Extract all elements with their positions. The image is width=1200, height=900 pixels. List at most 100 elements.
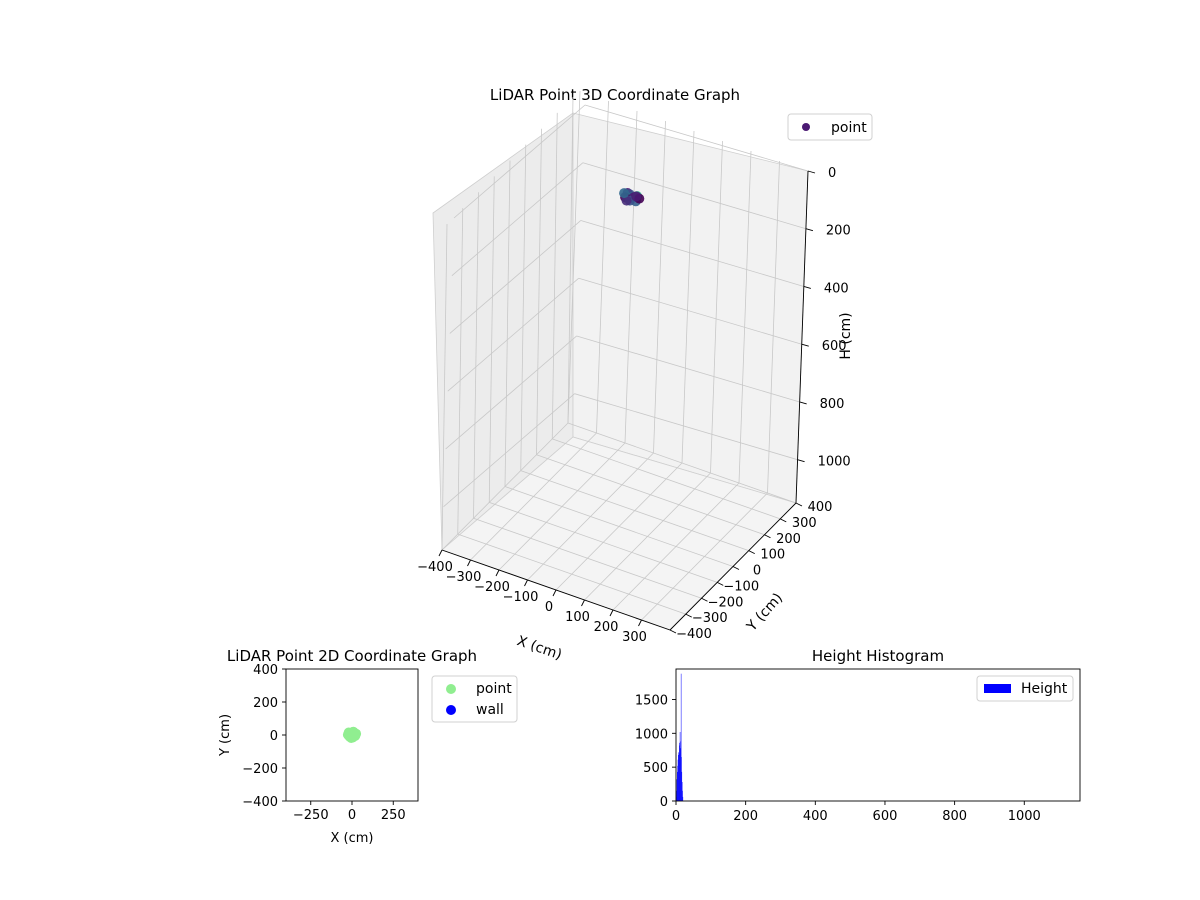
- grid-line-y: [552, 438, 781, 520]
- grid-line-y-left: [441, 223, 448, 551]
- pane-back: [572, 112, 809, 504]
- y-tick-label-3d: 300: [792, 516, 817, 531]
- y-tick-label-2d: 400: [253, 663, 278, 678]
- x-tick-3d: [552, 589, 557, 597]
- histogram-bar: [681, 782, 683, 801]
- y-tick-label-2d: −400: [242, 795, 278, 810]
- y-tick-label-histogram: 0: [660, 795, 668, 810]
- grid-line-x-back: [567, 90, 581, 424]
- chart-2d-title: LiDAR Point 2D Coordinate Graph: [227, 647, 477, 665]
- x-tick-3d: [638, 619, 642, 627]
- z-tick-label-3d: 600: [822, 339, 847, 354]
- grid-line-x-back: [596, 100, 609, 434]
- x-tick-3d: [495, 569, 500, 577]
- grid-line-x-back: [624, 110, 638, 444]
- histogram-bar: [681, 771, 683, 801]
- z-tick-3d: [805, 228, 814, 232]
- z-tick-3d: [807, 170, 816, 174]
- x-tick-label-histogram: 200: [733, 809, 758, 824]
- z-tick-label-3d: 0: [828, 166, 836, 181]
- x-tick-label-histogram: 1000: [1008, 809, 1041, 824]
- y-tick-3d: [795, 502, 803, 507]
- grid-line-y-left: [567, 96, 574, 424]
- chart-2d: LiDAR Point 2D Coordinate Graph −250 0 250…: [218, 647, 518, 846]
- legend-3d-label-point: point: [831, 120, 867, 136]
- z-tick-3d: [803, 286, 811, 289]
- x-tick-label-histogram: 600: [873, 809, 898, 824]
- histogram-frame: [675, 668, 1081, 802]
- y-tick-label-3d: 200: [776, 532, 801, 547]
- grid-line-z-left: [445, 335, 577, 450]
- grid-line-y-left: [551, 112, 558, 439]
- grid-line-z-back: [578, 277, 802, 345]
- y-tick-3d: [780, 518, 787, 523]
- x-tick-3d: [581, 599, 585, 607]
- histogram-bar: [678, 753, 680, 801]
- histogram-bar: [679, 745, 680, 801]
- y-tick-label-3d: −400: [676, 627, 712, 642]
- legend-histogram-label: Height: [1021, 681, 1068, 697]
- x-tick-3d: [609, 609, 614, 617]
- grid-line-x-back: [653, 120, 666, 454]
- histogram-bar: [680, 741, 681, 801]
- legend-2d-label-point: point: [476, 681, 512, 697]
- legend-3d: point: [787, 113, 873, 141]
- points-2d: [342, 726, 362, 743]
- chart-histogram: Height Histogram 0 200 400 600 800 1000 0 500 10…: [635, 647, 1081, 824]
- x-tick-label-histogram: 0: [672, 809, 680, 824]
- y-tick-label-3d: 400: [808, 500, 833, 515]
- y-tick-label-3d: −100: [723, 579, 759, 594]
- x-tick-label-2d: −250: [293, 808, 329, 823]
- grid-line-z-back: [582, 162, 807, 230]
- x-tick-3d: [438, 549, 443, 557]
- y-tick-3d: [748, 550, 755, 555]
- histogram-bar: [677, 765, 678, 801]
- legend-2d: point wall: [431, 675, 518, 723]
- grid-line-y: [473, 517, 702, 599]
- grid-line-y-left: [504, 160, 511, 487]
- grid-line-y: [520, 470, 749, 552]
- z-tick-label-3d: 400: [824, 281, 849, 296]
- y-tick-label-2d: 200: [253, 696, 278, 711]
- y-tick-label-3d: −300: [692, 611, 728, 626]
- grid-line-z-back: [580, 220, 804, 287]
- y-tick-label-3d: 100: [760, 548, 785, 563]
- point-3d: [619, 188, 630, 199]
- x-tick-label-2d: 0: [348, 808, 356, 823]
- legend-2d-label-wall: wall: [476, 702, 504, 718]
- histogram-bar: [681, 757, 682, 801]
- x-tick-label-3d: 300: [622, 630, 647, 645]
- grid-line-y: [536, 454, 765, 536]
- y-tick-3d: [685, 613, 692, 618]
- histogram-bars: [676, 673, 684, 801]
- grid-line-y-left: [488, 176, 495, 503]
- y-tick-3d: [701, 597, 708, 602]
- ticks-histogram: 0 200 400 600 800 1000 0 500 1000 1500: [635, 693, 1041, 824]
- histogram-bar: [680, 748, 682, 801]
- x-tick-label-3d: −300: [446, 570, 482, 585]
- grid-line-z-left: [447, 277, 580, 392]
- chart-3d: LiDAR Point 3D Coordinate Graph −400−300…: [417, 86, 873, 663]
- z-tick-3d: [801, 343, 809, 347]
- y-tick-3d: [717, 581, 724, 586]
- histogram-bar: [680, 673, 682, 801]
- x-tick-label-3d: −100: [503, 590, 539, 605]
- histogram-bar: [677, 759, 679, 801]
- grid-line-x-back: [738, 150, 752, 484]
- legend-histogram-swatch: [984, 684, 1011, 693]
- y-tick-3d: [764, 534, 771, 539]
- x-tick-label-histogram: 800: [942, 809, 967, 824]
- y-tick-label-histogram: 1000: [635, 727, 668, 742]
- x-tick-label-3d: −400: [417, 560, 453, 575]
- histogram-bar: [679, 732, 681, 801]
- grid-line-x-back: [710, 140, 723, 474]
- histogram-bar: [682, 790, 683, 801]
- grid-line-y-left: [457, 208, 464, 535]
- y-tick-label-histogram: 1500: [635, 693, 668, 708]
- z-tick-label-3d: 200: [826, 224, 851, 239]
- grid-line-z-left: [449, 220, 582, 334]
- histogram-bar: [678, 752, 679, 801]
- y-tick-label-2d: 0: [270, 729, 278, 744]
